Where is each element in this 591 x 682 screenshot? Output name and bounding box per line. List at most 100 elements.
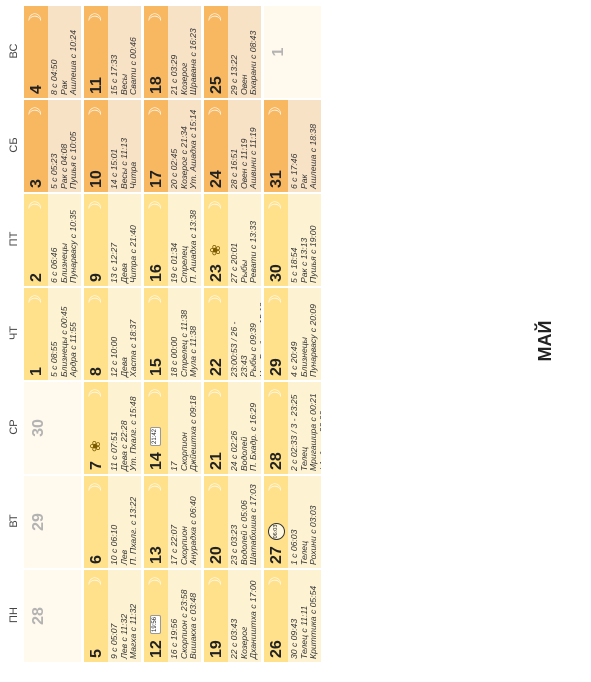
detail-line: Ардра с 11:55 — [68, 322, 79, 377]
day-cell: 30 ☽ 5 с 18:54 Рак с 13:13 Пушья с 19:00 — [264, 194, 321, 286]
moon-phase-icon: ☽ — [86, 200, 105, 216]
day-number: 8 — [88, 367, 105, 376]
day-number: 30 — [268, 264, 285, 282]
detail-line: Свати с 00:46 — [128, 37, 139, 95]
day-number: 24 — [208, 170, 225, 188]
day-cell: 31 ☽ 6 с 17:46 Рак Ашлеша с 18:38 — [264, 100, 321, 192]
day-cell: 4 ☽ 8 с 04:50 Рак Ашлеша с 10:24 — [24, 6, 81, 98]
moon-phase-icon: ☽ — [266, 576, 285, 592]
weekday-label: ПТ — [8, 231, 20, 247]
day-number: 5 — [88, 649, 105, 658]
day-details: 2 с 02:33 / 3 - 23:25 Телец Мригашира с 00… — [289, 384, 321, 471]
day-number: 23 — [208, 264, 225, 282]
day-details: 10 с 06:10 Лев П. Пхалг. с 13:22 — [109, 478, 139, 565]
day-number: 10 — [88, 170, 105, 188]
month-title: МАЙ — [535, 320, 555, 362]
day-details: 30 с 09:43 Телец с 11:11 Криттика с 05:54 — [289, 572, 319, 659]
moon-phase-icon: ☽ — [26, 106, 45, 122]
weekday-label: СР — [8, 419, 20, 435]
day-details: 20 с 02:45 Козерог с 21:34 Ут. Ашадха с 15… — [169, 102, 199, 189]
day-cell: 3 ☽ 5 с 05:23 Рак с 04:08 Пушья с 10:05 — [24, 100, 81, 192]
day-number: 27 — [268, 546, 285, 564]
moon-phase-icon: ☽ — [206, 388, 225, 404]
day-details: 24 с 02:26 Водолей П. Бхадр. с 16:29 — [229, 384, 259, 471]
day-number: 28 — [30, 607, 47, 625]
day-details: 5 с 18:54 Рак с 13:13 Пушья с 19:00 — [289, 196, 319, 283]
day-cell: 14 ☽ 21:42 17 Скорпион Джйештха с 09:18 — [144, 382, 201, 474]
day-number: 25 — [208, 76, 225, 94]
day-cell: 27 ☽ 06:03 1 с 06:03 Телец Рохини с 03:03 — [264, 476, 321, 568]
detail-line: Ут. Пхалг. с 15:48 — [128, 396, 139, 472]
day-details: 9 с 05:07 Лев с 11:32 Магха с 11:32 — [109, 572, 139, 659]
weekday-label: ВТ — [8, 514, 20, 528]
day-details: 5 с 05:23 Рак с 04:08 Пушья с 10:05 — [49, 102, 79, 189]
day-number: 20 — [208, 546, 225, 564]
detail-line: Ашлеша с 18:38 — [308, 124, 319, 189]
day-cell: 18 ☽ 21 с 03:29 Козерог Шравана с 16:23 — [144, 6, 201, 98]
moon-phase-icon: ☽ — [86, 12, 105, 28]
day-cell: 6 ☽ 10 с 06:10 Лев П. Пхалг. с 13:22 — [84, 476, 141, 568]
day-number: 14 — [148, 452, 165, 470]
day-number: 2 — [28, 273, 45, 282]
day-number: 11 — [88, 77, 105, 94]
day-number: 21 — [208, 452, 225, 470]
day-details: 8 с 04:50 Рак Ашлеша с 10:24 — [49, 8, 79, 95]
moon-phase-icon: ☽ — [146, 294, 165, 310]
day-details: 17 Скорпион Джйештха с 09:18 — [169, 384, 199, 471]
day-details: 5 с 08:55 Близнецы с 00:45 Ардра с 11:55 — [49, 290, 79, 377]
day-number: 18 — [148, 76, 165, 94]
day-details: 18 с 00:00 Стрелец с 11:38 Мула с 11:38 — [169, 290, 199, 377]
day-cell: 26 ☽ 30 с 09:43 Телец с 11:11 Криттика с 05:… — [264, 570, 321, 662]
detail-line: П. Ашадха с 13:38 — [188, 210, 199, 283]
detail-line: Ревати с 13:33 — [248, 220, 259, 283]
day-cell: 8 ☽ 12 с 10:00 Дева Хаста с 18:37 — [84, 288, 141, 380]
detail-line: Ут. Бхадр. с 15:18 — [257, 302, 261, 377]
detail-line: Пушья с 10:05 — [68, 131, 79, 189]
moon-phase-icon: ☽ — [146, 12, 165, 28]
detail-line: Магха с 11:32 — [128, 603, 139, 659]
lotus-icon: ❀ — [87, 440, 103, 452]
day-details: 23:00:53 / 26 -23:43 Рыбы с 09:39 Ут. Бхад… — [229, 290, 261, 377]
day-cell: 15 ☽ 18 с 00:00 Стрелец с 11:38 Мула с 11:38 — [144, 288, 201, 380]
moon-phase-icon: ☽ — [146, 200, 165, 216]
detail-line: Джйештха с 09:18 — [188, 395, 199, 471]
day-cell: 17 ☽ 20 с 02:45 Козерог с 21:34 Ут. Ашадха с… — [144, 100, 201, 192]
day-details: 6 с 17:46 Рак Ашлеша с 18:38 — [289, 102, 319, 189]
moon-phase-icon: ☽ — [206, 12, 225, 28]
day-details: 27 с 20:01 Рыбы Ревати с 13:33 — [229, 196, 259, 283]
detail-line: Вишакха с 03:48 — [188, 592, 199, 659]
detail-line: П. Бхадр. с 16:29 — [248, 402, 259, 471]
detail-line: Ашвини с 11:19 — [248, 127, 259, 189]
weekday-label: ЧТ — [8, 325, 20, 341]
detail-line: Дхаништха с 17:00 — [248, 580, 259, 659]
moon-phase-icon: ☽ — [146, 388, 165, 404]
lotus-icon: ❀ — [207, 244, 223, 256]
detail-line: Шатабхиша с 17:03 — [248, 484, 259, 565]
moon-phase-icon: ☽ — [146, 106, 165, 122]
moon-phase-icon: ☽ — [26, 12, 45, 28]
day-cell: 22 ☽ 23:00:53 / 26 -23:43 Рыбы с 09:39 Ут. Б… — [204, 288, 261, 380]
moon-phase-icon: ☽ — [206, 200, 225, 216]
day-cell: 1 — [264, 6, 321, 98]
day-number: 19 — [208, 640, 225, 658]
day-number: 31 — [268, 170, 285, 188]
moon-phase-icon: ☽ — [86, 106, 105, 122]
day-details: 29 с 13:22 Овен Бхарани с 08:43 — [229, 8, 259, 95]
day-number: 13 — [148, 546, 165, 564]
day-number: 3 — [28, 179, 45, 188]
day-number: 6 — [88, 555, 105, 564]
day-cell: 24 ☽ 28 с 16:51 Овен с 11:19 Ашвини с 11:19 — [204, 100, 261, 192]
day-details: 4 с 20:49 Близнецы Пунарвасу с 20:09 — [289, 290, 319, 377]
day-details: 17 с 22:07 Скорпион Анурадха с 06:40 — [169, 478, 199, 565]
day-details: 13 с 12:27 Дева Читра с 21:40 — [109, 196, 139, 283]
day-cell: 11 ☽ 15 с 17:33 Весы Свати с 00:46 — [84, 6, 141, 98]
moon-phase-icon: ☽ — [26, 200, 45, 216]
day-number: 29 — [30, 513, 47, 531]
day-details: 19 с 01:34 Стрелец П. Ашадха с 13:38 — [169, 196, 199, 283]
detail-line: Ут. Ашадха с 15:14 — [188, 109, 199, 189]
time-circle-badge: 06:03 — [268, 523, 285, 540]
day-cell: 12 ☽ 19:56 16 с 19:56 Скорпион с 23:58 Вишакх… — [144, 570, 201, 662]
weekday-label: ВС — [8, 43, 20, 59]
day-number: 9 — [88, 273, 105, 282]
